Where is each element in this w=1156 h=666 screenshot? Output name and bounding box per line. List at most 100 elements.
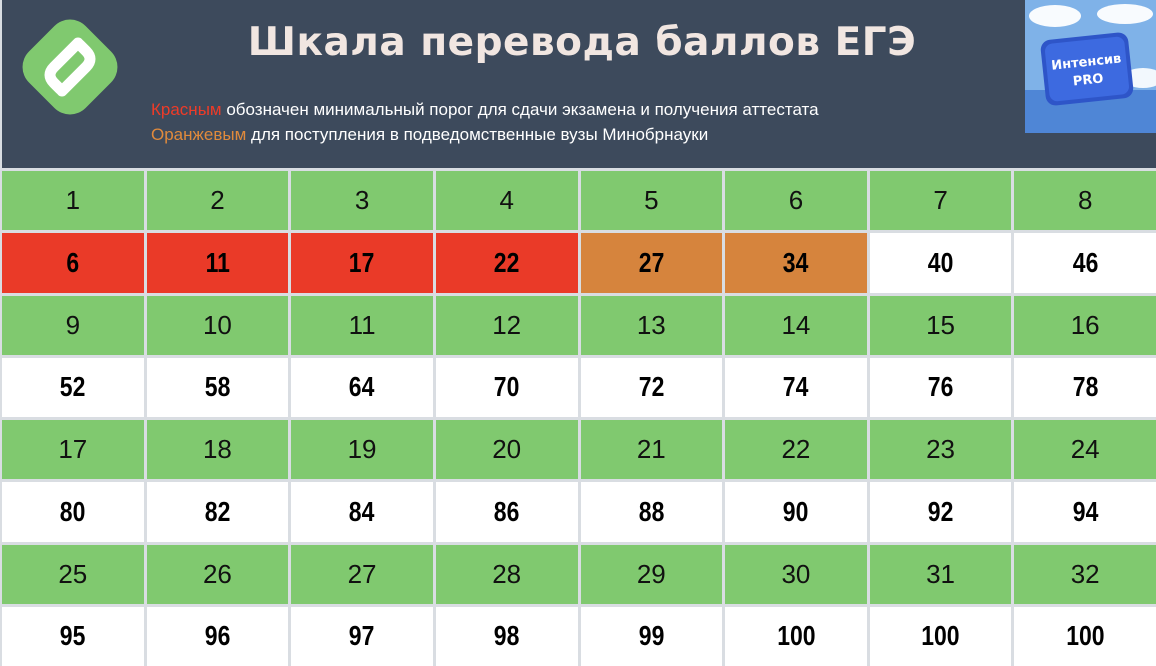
test-score-cell: 97 <box>291 606 433 666</box>
legend-orange-word: Оранжевым <box>151 125 247 144</box>
intensiv-pro-badge-icon: Интенсив PRO <box>1025 0 1156 133</box>
primary-score-cell: 12 <box>435 295 578 355</box>
test-score-value: 94 <box>1072 495 1098 527</box>
test-score-value: 86 <box>493 495 520 527</box>
test-score-value: 22 <box>493 246 520 278</box>
primary-score-cell: 13 <box>580 295 723 355</box>
test-score-cell: 94 <box>1014 482 1156 542</box>
primary-score-cell: 31 <box>869 544 1012 604</box>
test-score-value: 58 <box>204 371 231 403</box>
test-score-cell: 76 <box>869 357 1012 417</box>
test-score-value: 80 <box>60 495 86 527</box>
test-score-value: 40 <box>927 246 954 278</box>
test-score-cell: 86 <box>435 482 578 542</box>
legend-line-red: Красным обозначен минимальный порог для … <box>151 97 819 122</box>
primary-score-cell: 24 <box>1014 420 1156 480</box>
primary-score-cell: 29 <box>580 544 723 604</box>
primary-score-cell: 6 <box>725 171 867 231</box>
primary-score-cell: 3 <box>291 171 433 231</box>
badge-text-line2: PRO <box>1072 71 1104 89</box>
test-score-value: 96 <box>204 620 231 652</box>
test-score-value: 100 <box>776 620 816 652</box>
test-score-value: 82 <box>204 495 231 527</box>
test-score-value: 46 <box>1072 246 1098 278</box>
test-score-cell: 84 <box>291 482 433 542</box>
primary-score-cell: 14 <box>725 295 867 355</box>
test-score-cell: 72 <box>580 357 723 417</box>
test-score-cell: 88 <box>580 482 723 542</box>
primary-score-cell: 32 <box>1014 544 1156 604</box>
test-score-value: 88 <box>638 495 665 527</box>
primary-score-cell: 2 <box>146 171 289 231</box>
test-score-cell: 22 <box>435 233 578 293</box>
test-score-value: 90 <box>783 495 809 527</box>
primary-score-cell: 8 <box>1014 171 1156 231</box>
brand-logo-icon <box>22 19 118 115</box>
test-score-cell: 80 <box>2 482 144 542</box>
test-score-value: 76 <box>927 371 954 403</box>
primary-score-cell: 15 <box>869 295 1012 355</box>
test-score-cell: 82 <box>146 482 289 542</box>
primary-score-cell: 9 <box>2 295 144 355</box>
test-score-cell: 98 <box>435 606 578 666</box>
test-score-cell: 58 <box>146 357 289 417</box>
primary-score-cell: 18 <box>146 420 289 480</box>
primary-score-cell: 7 <box>869 171 1012 231</box>
primary-score-cell: 10 <box>146 295 289 355</box>
test-score-cell: 90 <box>725 482 867 542</box>
test-score-value: 97 <box>349 620 375 652</box>
header: Шкала перевода баллов ЕГЭ Красным обозна… <box>2 0 1156 168</box>
test-score-cell: 96 <box>146 606 289 666</box>
test-score-value: 92 <box>927 495 954 527</box>
test-score-value: 64 <box>349 371 375 403</box>
score-conversion-table: 1 2 3 4 5 6 7 8 6 11 17 22 27 34 40 46 9 10 11 12 13 14 15 16 52… <box>2 171 1156 666</box>
test-score-cell: 100 <box>869 606 1012 666</box>
test-score-cell: 92 <box>869 482 1012 542</box>
test-score-value: 98 <box>493 620 520 652</box>
test-score-cell: 100 <box>1014 606 1156 666</box>
primary-score-cell: 28 <box>435 544 578 604</box>
test-score-value: 27 <box>638 246 665 278</box>
primary-score-cell: 11 <box>291 295 433 355</box>
test-score-cell: 11 <box>146 233 289 293</box>
primary-score-cell: 4 <box>435 171 578 231</box>
badge-text-line1: Интенсив <box>1051 51 1122 73</box>
test-score-value: 74 <box>783 371 809 403</box>
test-score-cell: 95 <box>2 606 144 666</box>
test-score-cell: 27 <box>580 233 723 293</box>
primary-score-cell: 23 <box>869 420 1012 480</box>
test-score-value: 34 <box>783 246 809 278</box>
test-score-cell: 100 <box>725 606 867 666</box>
page-title: Шкала перевода баллов ЕГЭ <box>247 20 917 65</box>
primary-score-cell: 17 <box>2 420 144 480</box>
primary-score-cell: 5 <box>580 171 723 231</box>
test-score-value: 70 <box>493 371 520 403</box>
test-score-value: 6 <box>66 246 80 278</box>
test-score-cell: 40 <box>869 233 1012 293</box>
legend-red-word: Красным <box>151 100 222 119</box>
primary-score-cell: 26 <box>146 544 289 604</box>
test-score-value: 11 <box>205 246 230 278</box>
primary-score-cell: 16 <box>1014 295 1156 355</box>
test-score-cell: 70 <box>435 357 578 417</box>
test-score-cell: 34 <box>725 233 867 293</box>
test-score-cell: 17 <box>291 233 433 293</box>
test-score-value: 100 <box>1066 620 1105 652</box>
primary-score-cell: 1 <box>2 171 144 231</box>
test-score-value: 78 <box>1072 371 1098 403</box>
test-score-cell: 99 <box>580 606 723 666</box>
test-score-cell: 46 <box>1014 233 1156 293</box>
test-score-value: 95 <box>60 620 86 652</box>
test-score-cell: 6 <box>2 233 144 293</box>
test-score-value: 72 <box>638 371 665 403</box>
primary-score-cell: 25 <box>2 544 144 604</box>
primary-score-cell: 21 <box>580 420 723 480</box>
test-score-cell: 52 <box>2 357 144 417</box>
test-score-cell: 64 <box>291 357 433 417</box>
test-score-cell: 78 <box>1014 357 1156 417</box>
test-score-value: 52 <box>60 371 86 403</box>
test-score-value: 17 <box>349 246 375 278</box>
test-score-value: 99 <box>638 620 665 652</box>
legend: Красным обозначен минимальный порог для … <box>151 97 819 147</box>
